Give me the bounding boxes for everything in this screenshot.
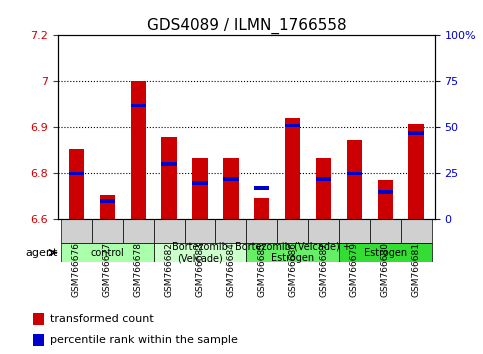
FancyBboxPatch shape [215, 219, 246, 243]
Bar [99, 199, 115, 203]
Bar [347, 172, 362, 175]
Bar [316, 158, 331, 219]
Text: GSM766682: GSM766682 [165, 242, 173, 297]
Text: control: control [90, 247, 124, 258]
FancyBboxPatch shape [339, 219, 370, 243]
Bar [254, 186, 270, 190]
Bar [99, 195, 115, 219]
Text: GSM766678: GSM766678 [134, 242, 143, 297]
Bar [33, 313, 44, 325]
FancyBboxPatch shape [61, 243, 154, 262]
FancyBboxPatch shape [277, 219, 308, 243]
Text: transformed count: transformed count [50, 314, 154, 324]
Text: Bortezomib (Velcade) +
Estrogen: Bortezomib (Velcade) + Estrogen [235, 242, 351, 263]
Bar [378, 179, 393, 219]
FancyBboxPatch shape [154, 219, 185, 243]
Text: GSM766686: GSM766686 [288, 242, 297, 297]
Bar [192, 181, 208, 184]
Text: agent: agent [25, 247, 57, 258]
Text: GSM766685: GSM766685 [257, 242, 266, 297]
FancyBboxPatch shape [401, 219, 432, 243]
FancyBboxPatch shape [154, 243, 246, 262]
Text: GSM766683: GSM766683 [196, 242, 204, 297]
Bar [161, 162, 177, 166]
Text: GSM766681: GSM766681 [412, 242, 421, 297]
Bar [378, 190, 393, 194]
Bar [130, 103, 146, 107]
FancyBboxPatch shape [246, 219, 277, 243]
Bar [130, 81, 146, 219]
Bar [223, 177, 239, 181]
Bar [69, 149, 84, 219]
Bar [69, 172, 84, 175]
Bar [285, 118, 300, 219]
Bar [409, 124, 424, 219]
Text: Bortezomib
(Velcade): Bortezomib (Velcade) [172, 242, 228, 263]
Bar [347, 140, 362, 219]
Bar [285, 124, 300, 127]
Text: GSM766680: GSM766680 [381, 242, 390, 297]
Text: GSM766687: GSM766687 [319, 242, 328, 297]
Bar [33, 334, 44, 346]
FancyBboxPatch shape [123, 219, 154, 243]
FancyBboxPatch shape [185, 219, 215, 243]
Bar [409, 131, 424, 135]
Bar [161, 137, 177, 219]
Text: GSM766676: GSM766676 [72, 242, 81, 297]
FancyBboxPatch shape [339, 243, 432, 262]
FancyBboxPatch shape [370, 219, 401, 243]
Title: GDS4089 / ILMN_1766558: GDS4089 / ILMN_1766558 [146, 18, 346, 34]
Text: percentile rank within the sample: percentile rank within the sample [50, 335, 238, 345]
FancyBboxPatch shape [92, 219, 123, 243]
FancyBboxPatch shape [308, 219, 339, 243]
FancyBboxPatch shape [61, 219, 92, 243]
FancyBboxPatch shape [246, 243, 339, 262]
Bar [254, 198, 270, 219]
Text: GSM766677: GSM766677 [103, 242, 112, 297]
Bar [192, 158, 208, 219]
Text: GSM766679: GSM766679 [350, 242, 359, 297]
Bar [316, 177, 331, 181]
Text: GSM766684: GSM766684 [227, 242, 235, 297]
Text: Estrogen: Estrogen [364, 247, 407, 258]
Bar [223, 158, 239, 219]
